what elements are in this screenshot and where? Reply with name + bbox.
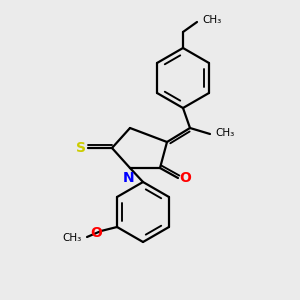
Text: CH₃: CH₃ — [63, 233, 82, 243]
Text: N: N — [123, 171, 135, 185]
Text: O: O — [90, 226, 102, 240]
Text: O: O — [179, 171, 191, 185]
Text: S: S — [76, 141, 86, 155]
Text: CH₃: CH₃ — [202, 15, 221, 25]
Text: CH₃: CH₃ — [215, 128, 234, 138]
